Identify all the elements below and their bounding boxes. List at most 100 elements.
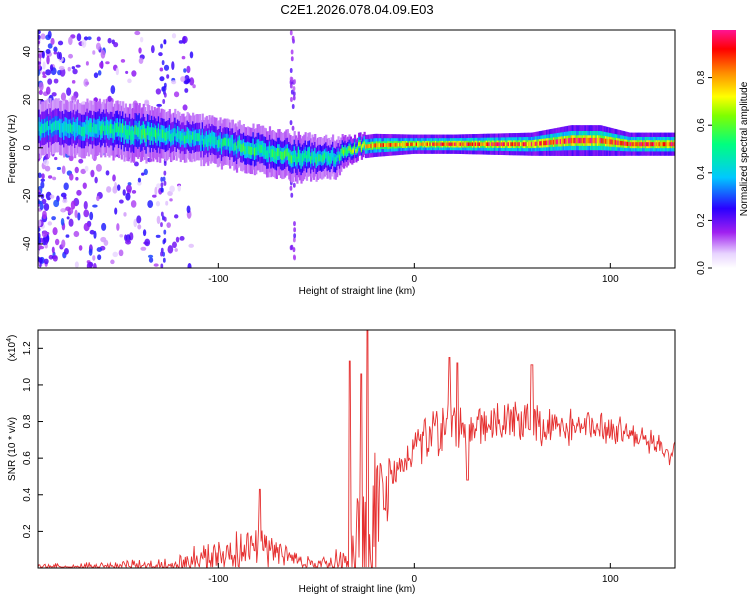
snr-scale-note: (x104) bbox=[6, 335, 18, 362]
noise-speckle bbox=[42, 74, 47, 79]
ridge-cell bbox=[661, 142, 664, 147]
noise-speckle bbox=[75, 64, 81, 68]
ridge-cell bbox=[90, 122, 93, 133]
noise-speckle bbox=[53, 51, 58, 55]
streak-cell bbox=[161, 60, 165, 66]
ridge-cell bbox=[536, 141, 539, 146]
noise-speckle bbox=[96, 247, 103, 253]
ridge-cell bbox=[272, 149, 276, 159]
ridge-cell bbox=[554, 139, 557, 145]
noise-speckle bbox=[171, 80, 177, 85]
ridge-cell bbox=[94, 124, 97, 134]
colorbar-tick-label: 0.0 bbox=[696, 261, 707, 275]
noise-speckle bbox=[188, 243, 195, 248]
ridge-cell bbox=[546, 140, 549, 146]
noise-speckle bbox=[156, 103, 162, 107]
ridge-cell bbox=[64, 121, 67, 132]
ridge-cell bbox=[449, 142, 453, 146]
ridge-cell bbox=[429, 142, 432, 146]
ridge-cell bbox=[102, 121, 106, 132]
noise-speckle bbox=[110, 259, 115, 265]
ridge-cell bbox=[275, 151, 278, 160]
ridge-cell bbox=[602, 138, 605, 144]
noise-speckle bbox=[60, 208, 65, 213]
ridge-cell bbox=[507, 142, 510, 147]
noise-speckle bbox=[95, 42, 101, 51]
noise-speckle bbox=[110, 85, 116, 95]
noise-speckle bbox=[43, 203, 50, 211]
ridge-cell bbox=[496, 142, 499, 147]
snr-scale-exponent: 4 bbox=[6, 338, 13, 342]
ridge-cell bbox=[116, 122, 119, 133]
ridge-cell bbox=[642, 142, 645, 147]
noise-speckle bbox=[82, 182, 87, 190]
ridge-cell bbox=[469, 142, 472, 146]
ridge-cell bbox=[340, 151, 343, 158]
ridge-cell bbox=[142, 125, 145, 136]
ridge-cell bbox=[544, 140, 547, 146]
noise-speckle bbox=[155, 201, 161, 207]
noise-speckle bbox=[43, 159, 49, 166]
ridge-cell bbox=[42, 123, 45, 134]
ridge-cell bbox=[139, 130, 143, 140]
ridge-cell bbox=[126, 129, 129, 139]
streak-cell bbox=[163, 92, 167, 98]
ridge-cell bbox=[179, 134, 182, 144]
noise-speckle bbox=[112, 251, 118, 258]
ridge-cell bbox=[526, 142, 530, 147]
noise-speckle bbox=[182, 36, 186, 45]
noise-speckle bbox=[80, 168, 87, 175]
ridge-cell bbox=[278, 148, 281, 157]
noise-speckle bbox=[43, 258, 49, 265]
ridge-cell bbox=[651, 142, 654, 147]
noise-speckle bbox=[51, 216, 56, 221]
ridge-cell bbox=[238, 139, 241, 148]
ridge-cell bbox=[530, 142, 534, 147]
snr-series-line bbox=[38, 330, 675, 568]
ridge-cell bbox=[481, 142, 484, 146]
ridge-cell bbox=[80, 126, 84, 137]
ridge-cell bbox=[218, 139, 221, 148]
ridge-cell bbox=[300, 157, 303, 165]
ridge-cell bbox=[248, 146, 251, 155]
ridge-cell bbox=[443, 142, 446, 146]
noise-speckle bbox=[105, 170, 110, 176]
ridge-cell bbox=[428, 142, 431, 146]
ridge-cell bbox=[145, 132, 148, 142]
noise-speckle bbox=[61, 239, 66, 248]
ridge-cell bbox=[444, 142, 447, 146]
ridge-cell bbox=[592, 137, 595, 144]
noise-speckle bbox=[140, 246, 147, 251]
ridge-cell bbox=[433, 142, 436, 146]
ridge-cell bbox=[268, 145, 272, 154]
noise-speckle bbox=[87, 36, 92, 41]
ridge-cell bbox=[385, 143, 388, 147]
x-tick-label: -100 bbox=[208, 574, 228, 585]
noise-speckle bbox=[78, 158, 84, 164]
noise-speckle bbox=[62, 199, 68, 204]
ridge-cell bbox=[555, 139, 558, 145]
noise-speckle bbox=[90, 169, 95, 178]
ridge-cell bbox=[117, 126, 121, 136]
noise-speckle bbox=[147, 200, 154, 209]
colorbar-gradient bbox=[712, 30, 736, 268]
noise-speckle bbox=[60, 92, 67, 101]
noise-speckle bbox=[57, 40, 64, 46]
noise-speckle bbox=[118, 249, 124, 257]
noise-speckle bbox=[118, 199, 124, 204]
ridge-cell bbox=[595, 137, 598, 144]
noise-speckle bbox=[52, 176, 57, 181]
ridge-cell bbox=[470, 142, 473, 146]
ridge-cell bbox=[502, 142, 505, 147]
ridge-cell bbox=[203, 138, 206, 148]
noise-speckle bbox=[40, 33, 46, 40]
ridge-cell bbox=[466, 142, 469, 146]
ridge-cell bbox=[659, 142, 663, 147]
ridge-cell bbox=[325, 151, 328, 159]
noise-speckle bbox=[178, 40, 184, 44]
noise-speckle bbox=[39, 202, 44, 211]
noise-speckle bbox=[38, 68, 41, 77]
ridge-cell bbox=[230, 138, 233, 147]
ridge-cell bbox=[633, 142, 637, 147]
ridge-cell bbox=[358, 142, 361, 147]
